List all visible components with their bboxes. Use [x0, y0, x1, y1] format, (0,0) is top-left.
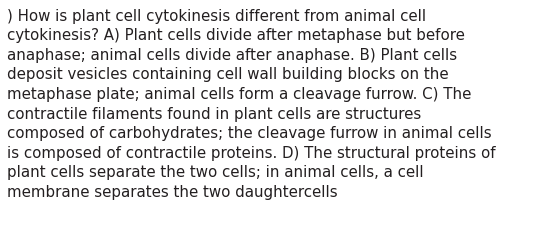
Text: ) How is plant cell cytokinesis different from animal cell
cytokinesis? A) Plant: ) How is plant cell cytokinesis differen…: [7, 9, 496, 199]
